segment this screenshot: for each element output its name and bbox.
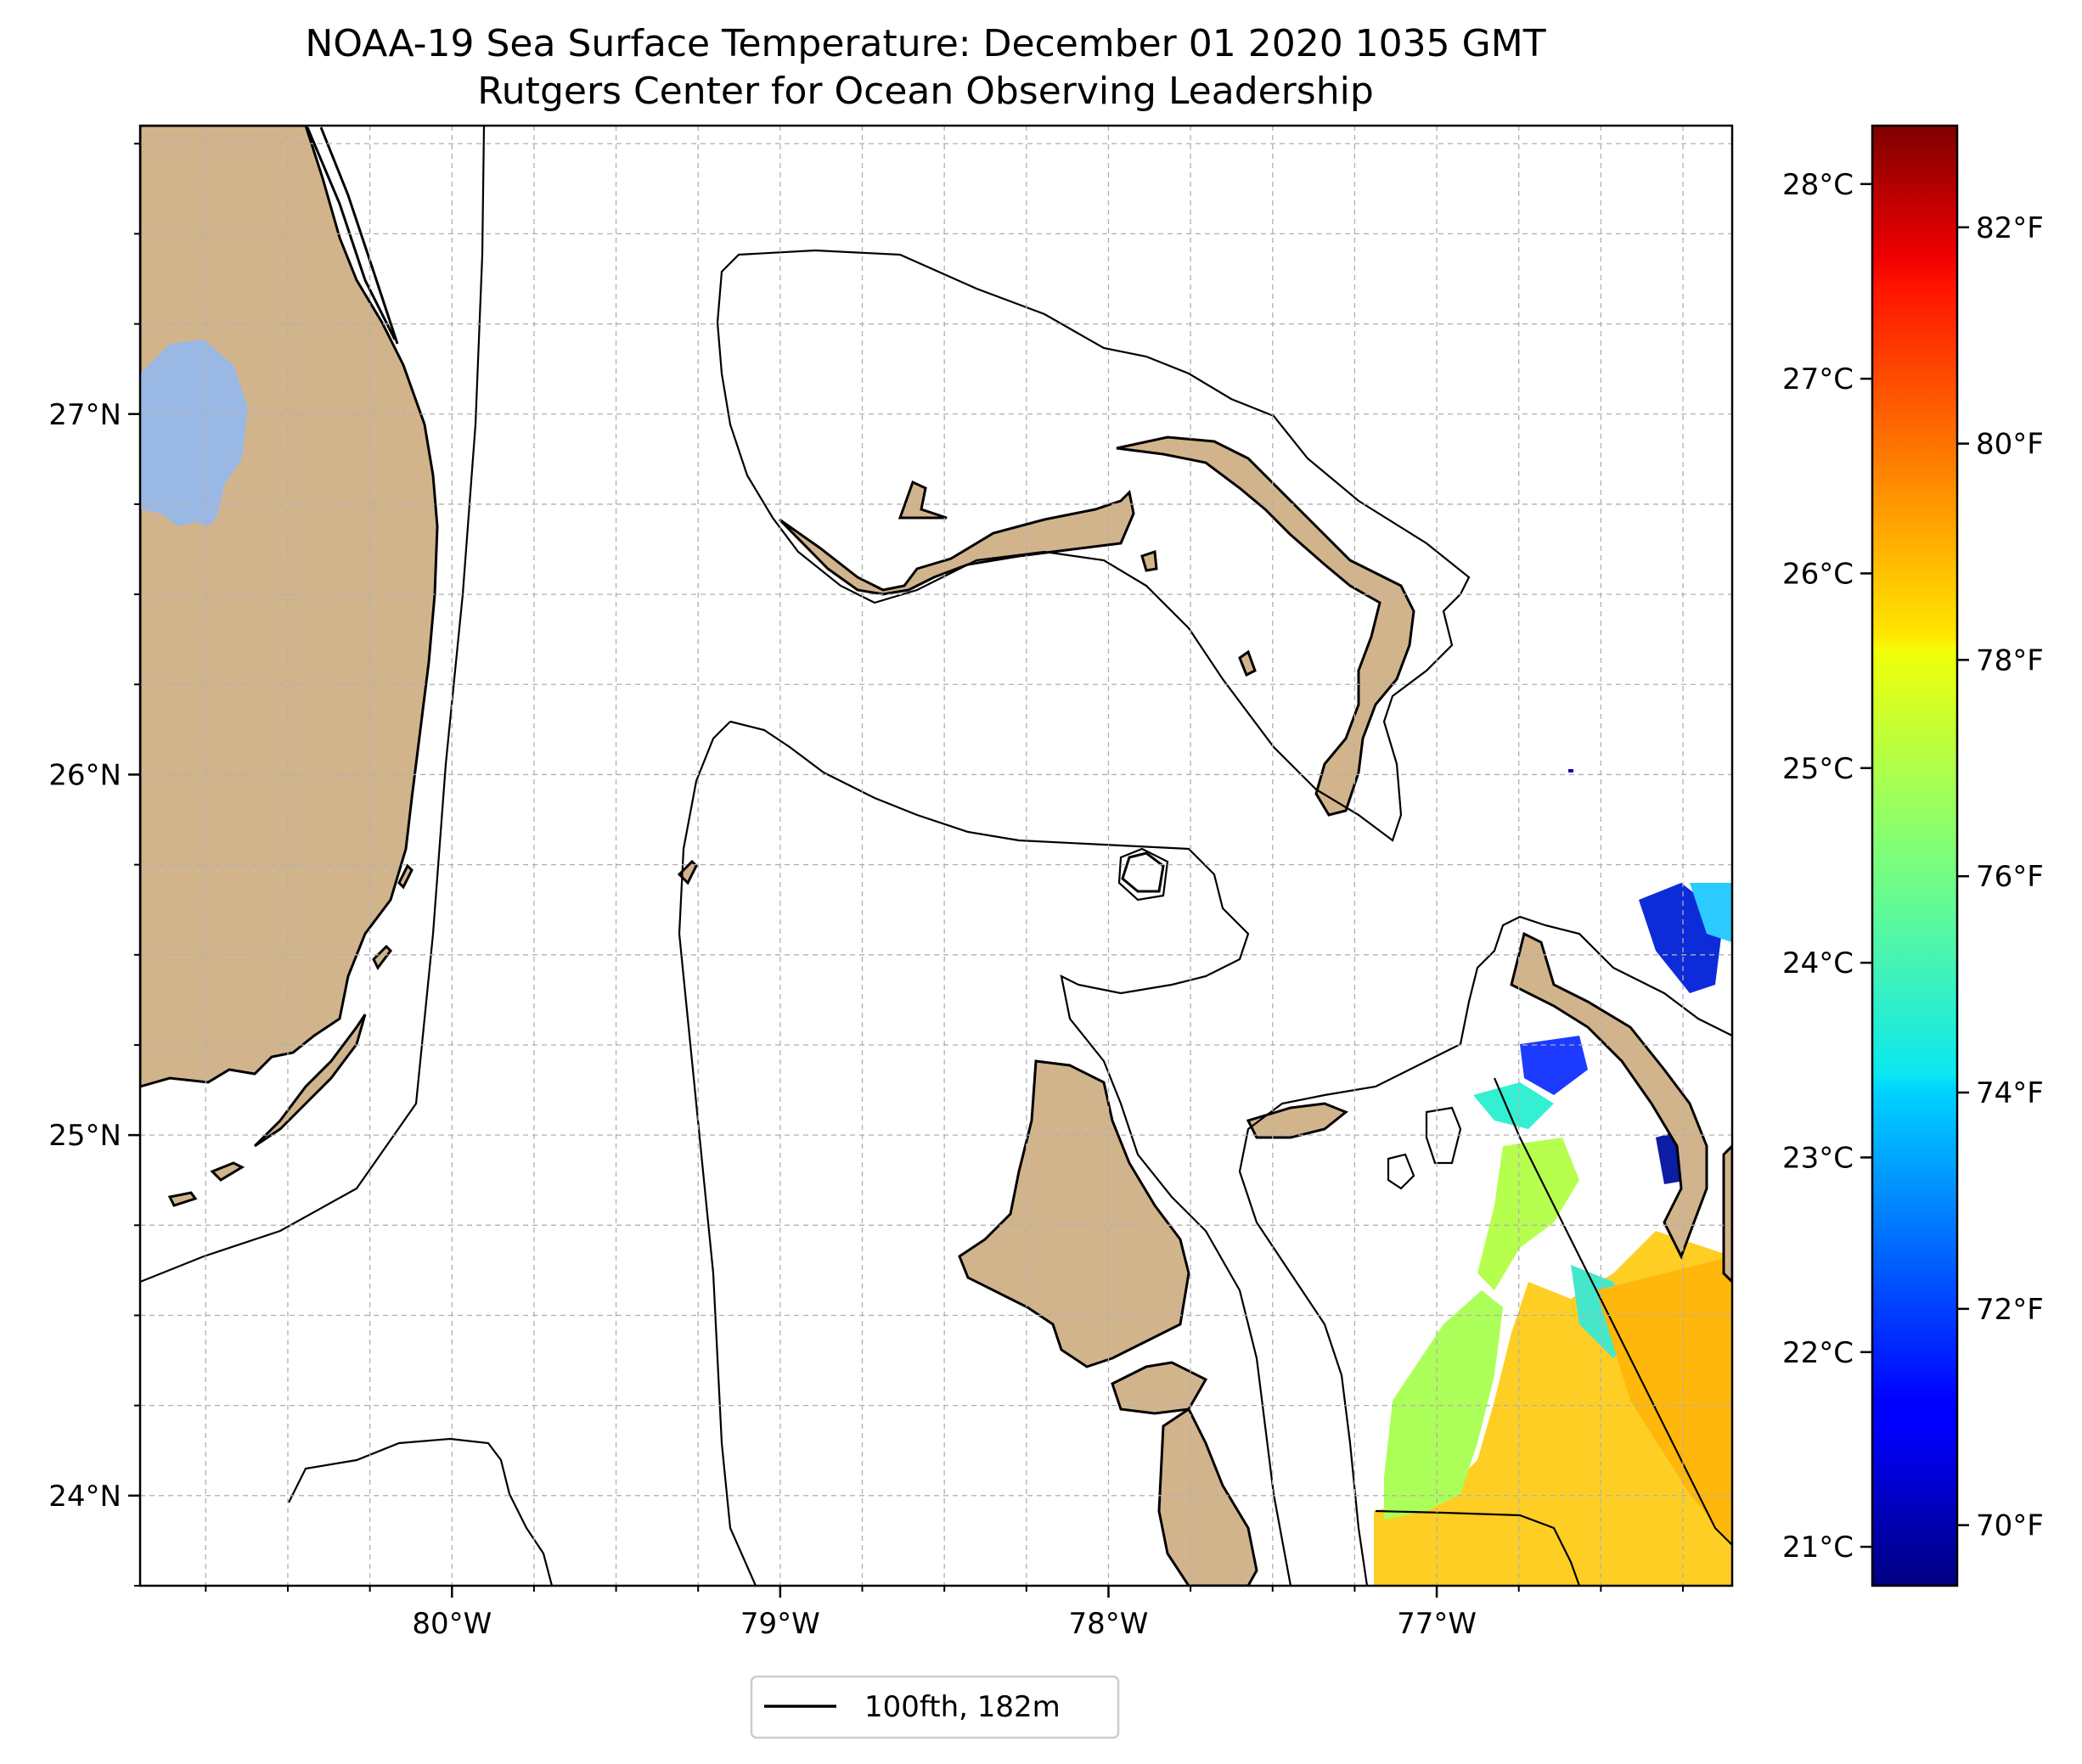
- longitude-ticks: 80°W 79°W 78°W 77°W: [205, 1586, 1685, 1641]
- lake-okeechobee: [140, 340, 248, 526]
- contour-ring-1: [1425, 1106, 1462, 1165]
- sst-pixel: [1568, 769, 1573, 772]
- fahrenheit-tick-label: 80°F: [1976, 428, 2044, 462]
- map-panel: 80°W 79°W 78°W 77°W 24°N 25°N 26°N 27°N: [48, 124, 1734, 1641]
- celsius-tick-label: 22°C: [1782, 1336, 1854, 1370]
- lat-tick-label: 26°N: [48, 758, 121, 792]
- eleuthera-east: [1722, 1143, 1732, 1284]
- contour-little-bahama-bank: [716, 249, 1471, 842]
- sst-white-gap: [1554, 1214, 1613, 1256]
- latitude-ticks: 24°N 25°N 26°N 27°N: [48, 143, 140, 1587]
- map-subtitle: Rutgers Center for Ocean Observing Leade…: [477, 70, 1374, 113]
- grand-bahama-east: [898, 480, 948, 520]
- contour-florida-shelf: [140, 126, 486, 1284]
- fahrenheit-tick-label: 76°F: [1976, 860, 2044, 894]
- celsius-tick-label: 24°C: [1782, 947, 1854, 980]
- andros-south: [1157, 1407, 1258, 1586]
- andros-island: [958, 1059, 1190, 1368]
- barrier-island: [306, 126, 397, 340]
- lat-tick-label: 25°N: [48, 1119, 121, 1153]
- lon-tick-label: 77°W: [1397, 1607, 1477, 1641]
- legend-box: [750, 1675, 1120, 1739]
- celsius-tick-label: 21°C: [1782, 1531, 1854, 1565]
- contour-ring-2: [1387, 1153, 1415, 1190]
- celsius-tick-label: 28°C: [1782, 168, 1854, 202]
- fahrenheit-ticks: 70°F 72°F 74°F 76°F 78°F 80°F 82°F: [1957, 211, 2044, 1543]
- contour-andros-east: [1238, 915, 1732, 1586]
- eleuthera: [1510, 931, 1708, 1260]
- abaco-islet: [1238, 649, 1257, 677]
- sst-cyan-patch: [1473, 1082, 1554, 1129]
- fahrenheit-tick-label: 74°F: [1976, 1076, 2044, 1110]
- fahrenheit-tick-label: 70°F: [1976, 1509, 2044, 1543]
- bathymetry-contours: [140, 126, 1732, 1586]
- contour-cay-sal: [288, 1437, 554, 1586]
- contour-legend: 100fth, 182m: [750, 1675, 1120, 1739]
- celsius-ticks: 21°C 22°C 23°C 24°C 25°C 26°C 27°C 28°C: [1782, 168, 1872, 1565]
- fahrenheit-tick-label: 82°F: [1976, 211, 2044, 245]
- sst-data-layer: [1374, 769, 1732, 1586]
- sst-cyan-patch-3: [1690, 883, 1732, 942]
- contour-great-bahama-bank: [729, 720, 1292, 1586]
- lat-tick-label: 27°N: [48, 398, 121, 432]
- lon-tick-label: 80°W: [412, 1607, 492, 1641]
- celsius-tick-label: 27°C: [1782, 362, 1854, 396]
- contour-exuma: [1493, 1077, 1732, 1546]
- celsius-tick-label: 26°C: [1782, 557, 1854, 591]
- gridlines: [140, 126, 1732, 1586]
- legend-label: 100fth, 182m: [864, 1690, 1061, 1724]
- map-frame: [138, 124, 1734, 1587]
- florida-keys: [167, 863, 414, 1207]
- celsius-tick-label: 25°C: [1782, 752, 1854, 786]
- abaco-islet-2: [1140, 549, 1158, 572]
- barrier-island-2: [319, 126, 399, 345]
- celsius-tick-label: 23°C: [1782, 1141, 1854, 1175]
- sst-blue-patch: [1520, 1036, 1588, 1095]
- colorbar-frame: [1871, 124, 1959, 1587]
- lon-tick-label: 79°W: [740, 1607, 820, 1641]
- fahrenheit-tick-label: 72°F: [1976, 1293, 2044, 1327]
- bimini: [677, 859, 698, 885]
- abaco-islands: [1116, 435, 1415, 817]
- grand-bahama: [778, 489, 1135, 596]
- colorbar: 21°C 22°C 23°C 24°C 25°C 26°C 27°C 28°C 70°F 72°…: [1782, 124, 2044, 1587]
- colorbar-gradient: [1872, 126, 1957, 1586]
- sst-green-mid: [1477, 1138, 1579, 1290]
- andros-south-2: [1111, 1361, 1208, 1415]
- sst-green-region: [1384, 1290, 1503, 1520]
- lat-tick-label: 24°N: [48, 1480, 121, 1514]
- lon-tick-label: 78°W: [1069, 1607, 1149, 1641]
- sst-orange-band: [1596, 1256, 1732, 1545]
- berry-islands: [1121, 851, 1165, 893]
- contour-south-band: [1375, 1509, 1581, 1586]
- map-title: NOAA-19 Sea Surface Temperature: Decembe…: [305, 22, 1545, 65]
- contour-tongue-west: [678, 721, 757, 1586]
- fahrenheit-tick-label: 78°F: [1976, 643, 2044, 677]
- contour-ring-3: [1117, 847, 1169, 902]
